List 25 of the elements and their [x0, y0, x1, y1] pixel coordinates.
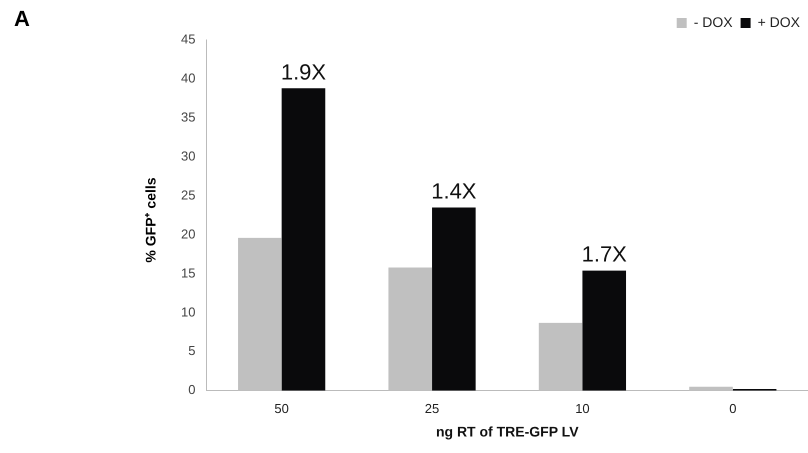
annotation: 1.4X — [431, 178, 477, 204]
legend-label: + DOX — [758, 14, 801, 30]
x-tick-label: 50 — [274, 400, 289, 416]
bar — [282, 88, 326, 391]
annotation: 1.9X — [280, 59, 326, 84]
legend-label: - DOX — [694, 14, 734, 30]
x-tick-label: 10 — [575, 400, 590, 416]
annotation: 1.7X — [582, 242, 628, 267]
bar — [582, 270, 626, 391]
y-tick-label: 35 — [180, 109, 196, 124]
y-tick-label: 0 — [188, 382, 196, 398]
y-tick-label: 40 — [180, 70, 196, 86]
x-axis-title: ng RT of TRE-GFP LV — [436, 423, 580, 440]
y-tick-label: 30 — [180, 148, 196, 164]
text: A — [14, 6, 30, 32]
x-tick-label: 0 — [729, 400, 736, 416]
y-tick-label: 5 — [188, 343, 196, 358]
y-tick-label: 20 — [180, 226, 196, 242]
y-tick-label: 10 — [180, 304, 196, 320]
bar — [432, 208, 476, 391]
y-tick-label: 45 — [180, 32, 196, 47]
y-tick-label: 25 — [180, 187, 196, 202]
y-tick-label: 15 — [180, 265, 196, 280]
y-axis-title: % GFP⁺ cells — [142, 177, 160, 263]
x-tick-label: 25 — [424, 400, 440, 416]
